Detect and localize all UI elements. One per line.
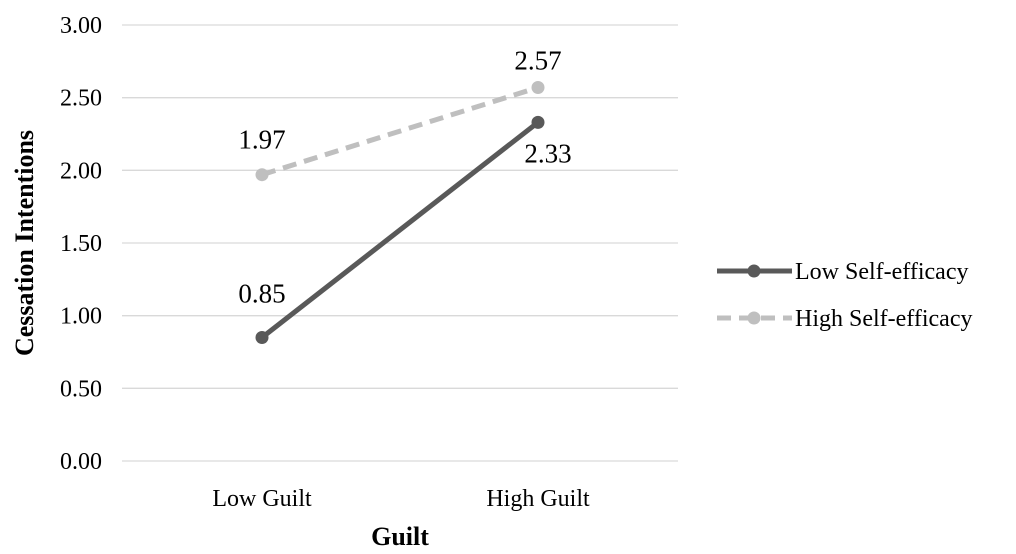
y-tick-label: 0.50 [60, 376, 102, 402]
data-label: 2.33 [524, 138, 571, 168]
series-1-point [255, 168, 269, 182]
y-axis-title: Cessation Intentions [10, 130, 39, 356]
data-labels: 0.85 2.33 1.97 2.57 [238, 45, 571, 308]
x-category-label: High Guilt [486, 486, 590, 512]
data-label: 1.97 [238, 125, 285, 155]
y-tick-label: 0.00 [60, 449, 102, 475]
series-line-0 [260, 120, 540, 340]
legend-swatch-marker [747, 311, 761, 325]
x-category-label: Low Guilt [212, 486, 312, 512]
legend-label: Low Self-efficacy [795, 259, 968, 285]
y-tick-label: 2.00 [60, 158, 102, 184]
legend-swatch-marker [747, 264, 761, 278]
series-0-point [255, 330, 269, 344]
data-label: 0.85 [238, 278, 285, 308]
y-tick-label: 3.00 [60, 13, 102, 39]
series-line-1 [261, 85, 539, 178]
x-axis-title: Guilt [371, 522, 429, 551]
series-lines [255, 80, 545, 344]
gridlines [122, 24, 678, 462]
y-tick-label: 1.50 [60, 231, 102, 257]
y-axis-ticks: 0.00 0.50 1.00 1.50 2.00 2.50 3.00 [60, 13, 102, 475]
legend-label: High Self-efficacy [795, 306, 972, 332]
y-tick-label: 1.00 [60, 304, 102, 330]
legend: Low Self-efficacy High Self-efficacy [717, 259, 972, 332]
series-1-point [531, 80, 545, 94]
data-label: 2.57 [514, 45, 561, 75]
y-tick-label: 2.50 [60, 86, 102, 112]
series-0-point [531, 115, 545, 129]
x-axis-categories: Low Guilt High Guilt [212, 486, 590, 512]
